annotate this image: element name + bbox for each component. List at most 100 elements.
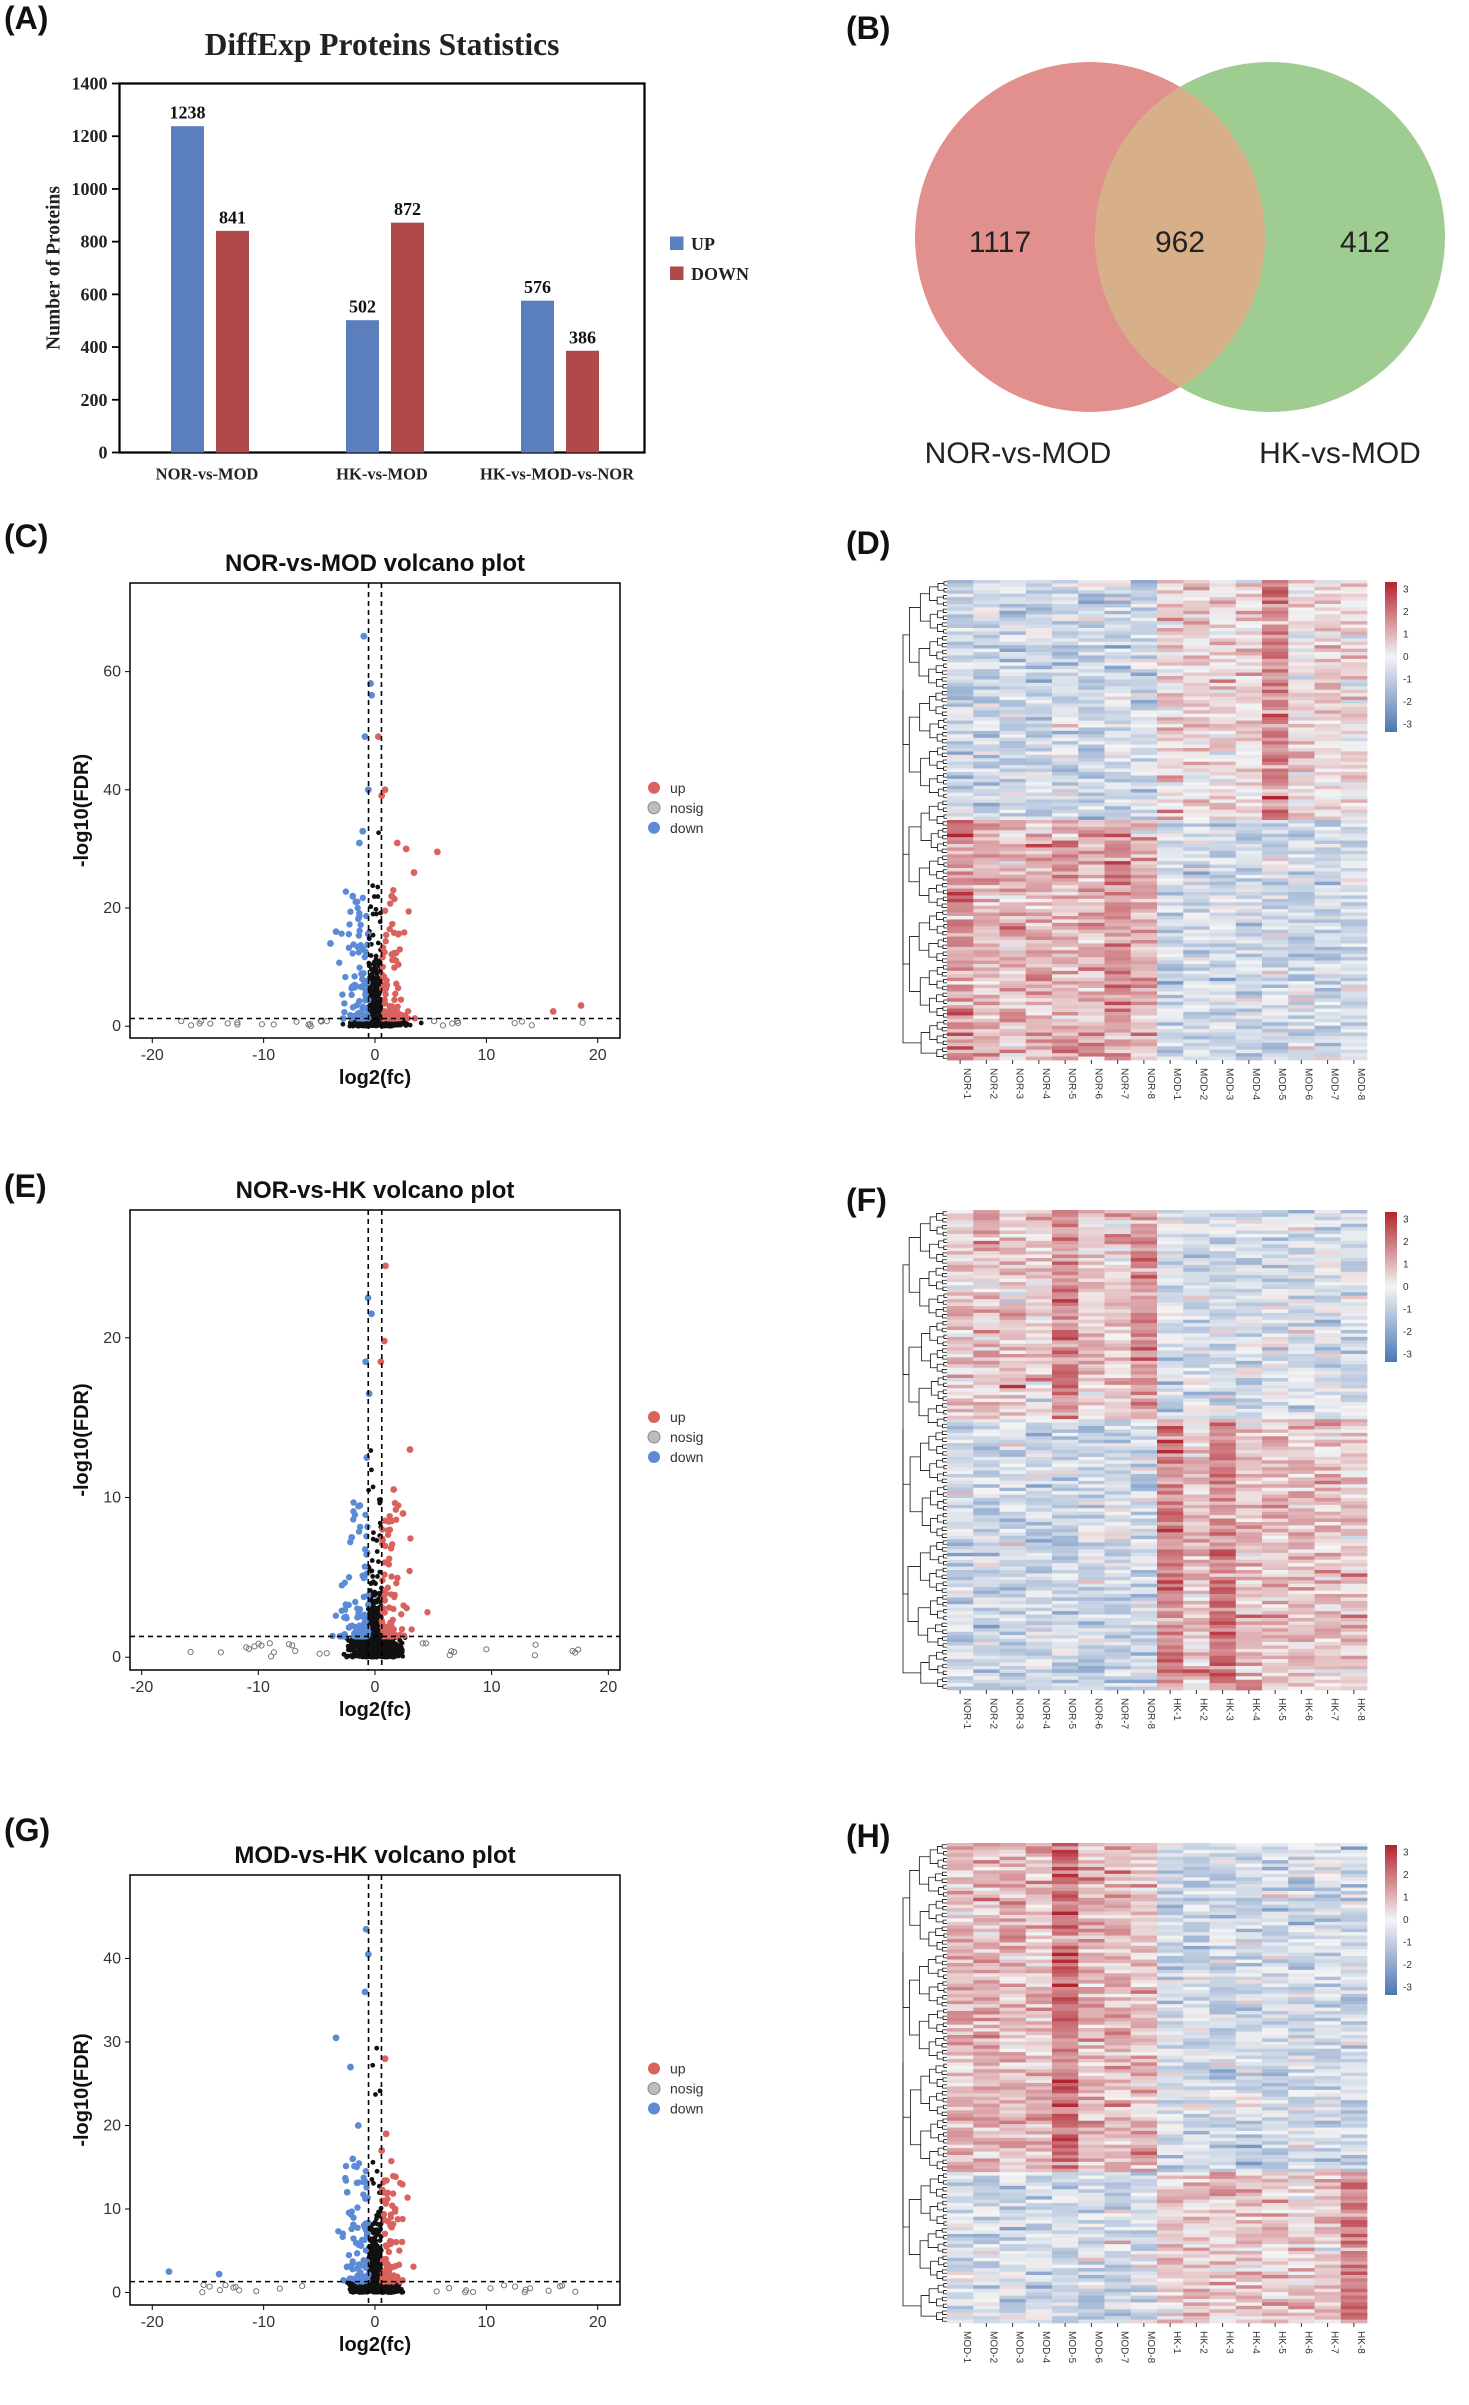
point-nosig <box>364 1023 369 1029</box>
heatmap-cell <box>947 844 974 848</box>
heatmap-cell <box>1183 758 1210 763</box>
heatmap-cell <box>1314 850 1342 855</box>
heatmap-cell <box>1025 782 1053 787</box>
point-nosig <box>374 2045 380 2051</box>
heatmap-cell <box>1183 789 1210 793</box>
heatmap-cell <box>1262 878 1289 883</box>
heatmap-cell <box>1288 600 1315 605</box>
heatmap-cell <box>1157 703 1184 708</box>
heatmap-cell <box>1052 840 1079 845</box>
point-nosig <box>381 2286 387 2292</box>
point-down <box>362 991 369 999</box>
heatmap-cell <box>1209 895 1237 900</box>
heatmap-cell <box>947 641 974 646</box>
heatmap-cell <box>1025 878 1053 883</box>
y-tick-label: 1200 <box>72 126 108 146</box>
heatmap-cell <box>999 693 1027 697</box>
point-down <box>350 2235 357 2242</box>
point-down <box>215 2270 223 2278</box>
heatmap-cell <box>1314 669 1342 673</box>
heatmap-cell <box>1052 641 1079 646</box>
heatmap-cell <box>1130 864 1158 869</box>
point-up <box>388 2238 395 2245</box>
heatmap-cell <box>1157 727 1184 732</box>
heatmap-cell <box>1183 724 1210 728</box>
point-down <box>339 1015 347 1022</box>
heatmap-cell <box>1235 693 1263 697</box>
heatmap-cell <box>1130 662 1158 667</box>
point-down <box>362 1358 370 1366</box>
heatmap-cell <box>999 775 1027 780</box>
heatmap-cell <box>1262 604 1289 608</box>
heatmap-cell <box>1130 713 1158 718</box>
heatmap-cell <box>1262 761 1289 766</box>
heatmap-cell <box>1183 631 1210 636</box>
heatmap-cell <box>999 744 1027 749</box>
heatmap-cell <box>1340 820 1368 824</box>
heatmap-cell <box>1262 813 1289 817</box>
heatmap-cell <box>1183 772 1210 776</box>
legend-dot-nosig <box>647 1430 661 1444</box>
heatmap-cell <box>1157 737 1184 742</box>
heatmap-cell <box>1025 628 1053 632</box>
point-up <box>381 2230 389 2237</box>
point-nosig <box>374 2213 380 2218</box>
heatmap-cell <box>1183 676 1210 680</box>
point-up <box>388 892 396 900</box>
heatmap-cell <box>1183 909 1210 913</box>
heatmap-cell <box>947 658 974 663</box>
heatmap-cell <box>1157 734 1184 739</box>
heatmap-cell <box>1157 624 1184 629</box>
heatmap-cell <box>1130 703 1158 708</box>
heatmap-cell <box>1340 713 1368 718</box>
heatmap-cell <box>1052 905 1079 910</box>
heatmap-cell <box>1130 905 1158 910</box>
heatmap-cell <box>1130 874 1158 879</box>
bar-value-label: 502 <box>349 297 376 317</box>
heatmap-cell <box>973 909 1000 913</box>
heatmap-cell <box>1104 778 1132 783</box>
point-down <box>343 2188 351 2196</box>
heatmap-cell <box>1262 840 1289 845</box>
heatmap-cell <box>1104 658 1132 663</box>
heatmap-cell <box>1052 696 1079 701</box>
point-up <box>389 920 396 928</box>
heatmap-cell <box>1209 580 1237 584</box>
heatmap-cell <box>1052 676 1079 680</box>
point-nosig-outlier <box>431 1018 438 1025</box>
heatmap-cell <box>1104 748 1132 752</box>
point-down <box>355 932 363 939</box>
point-up <box>380 2210 388 2218</box>
heatmap-cell <box>973 878 1000 883</box>
heatmap-cell <box>1209 590 1237 595</box>
point-up <box>378 2147 386 2154</box>
heatmap-cell <box>1262 614 1289 619</box>
heatmap-cell <box>1183 830 1210 835</box>
heatmap-cell <box>1183 840 1210 845</box>
point-nosig <box>370 998 376 1004</box>
heatmap-cell <box>1130 676 1158 680</box>
heatmap-cell <box>1235 871 1263 876</box>
heatmap-cell <box>1025 658 1053 663</box>
heatmap-cell <box>947 826 974 831</box>
heatmap-cell <box>1314 823 1342 828</box>
point-up <box>390 886 397 894</box>
heatmap-cell <box>1183 823 1210 828</box>
heatmap-cell <box>1183 689 1210 694</box>
heatmap-cell <box>1157 909 1184 913</box>
heatmap-cell <box>1052 806 1079 811</box>
point-nosig-outlier <box>199 2289 206 2296</box>
heatmap-cell <box>1340 641 1368 646</box>
point-down <box>348 1015 355 1022</box>
heatmap-cell <box>1157 802 1184 807</box>
point-down <box>327 940 334 947</box>
heatmap-cell <box>973 580 1000 584</box>
heatmap-cell <box>1209 658 1237 663</box>
point-down <box>364 1592 372 1599</box>
heatmap-cell <box>1209 765 1237 769</box>
heatmap-cell <box>1314 765 1342 769</box>
heatmap-cell <box>999 600 1027 605</box>
heatmap-cell <box>1288 789 1315 793</box>
heatmap-cell <box>947 703 974 708</box>
point-nosig <box>372 2255 377 2261</box>
